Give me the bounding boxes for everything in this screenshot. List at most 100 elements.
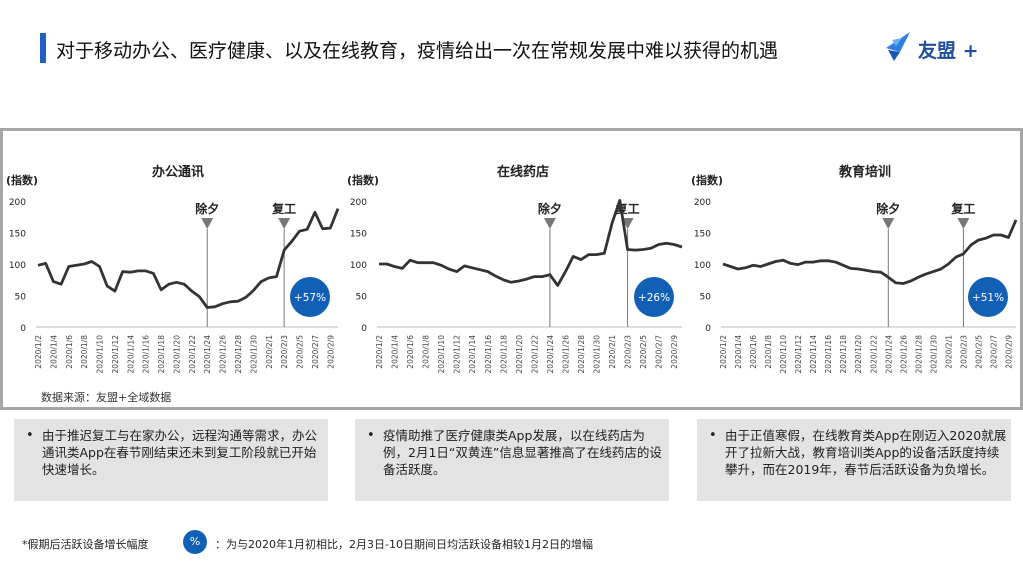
marker-triangle-icon (201, 218, 214, 229)
x-tick-label: 2020/1/22 (188, 335, 197, 374)
footnote-suffix: ：为与2020年1月初相比，2月3日-10日期间日均活跃设备相较1月2日的增幅 (215, 538, 593, 551)
x-tick-label: 2020/2/7 (989, 335, 998, 369)
marker-triangle-icon (621, 218, 634, 229)
x-tick-label: 2020/1/16 (142, 335, 151, 374)
growth-badge (968, 277, 1008, 317)
x-tick-label: 2020/1/10 (437, 335, 446, 374)
x-tick-label: 2020/1/16 (484, 335, 493, 374)
x-tick-label: 2020/1/30 (249, 335, 258, 374)
x-tick-label: 2020/1/2 (719, 335, 728, 369)
y-axis-label: (指数) (6, 173, 38, 187)
growth-badge-label: +26% (638, 292, 670, 304)
y-tick-label: 200 (694, 198, 711, 208)
x-tick-label: 2020/1/12 (453, 335, 462, 374)
x-tick-label: 2020/1/18 (157, 335, 166, 374)
umeng-logo: 友盟 + (884, 30, 1004, 64)
x-tick-label: 2020/2/7 (655, 335, 664, 369)
x-tick-label: 2020/1/8 (764, 335, 773, 369)
marker-label: 复工 (271, 201, 296, 216)
x-tick-label: 2020/1/28 (577, 335, 586, 374)
page-title: 对于移动办公、医疗健康、以及在线教育，疫情给出一次在常规发展中难以获得的机遇 (56, 40, 779, 62)
y-tick-label: 200 (350, 198, 367, 208)
note-box-education: • 由于正值寒假，在线教育类App在刚迈入2020就展开了拉新大战，教育培训类A… (697, 419, 1011, 501)
y-tick-label: 50 (700, 293, 712, 303)
x-tick-label: 2020/2/3 (280, 335, 289, 369)
x-tick-label: 2020/1/14 (126, 335, 135, 374)
x-tick-label: 2020/1/22 (530, 335, 539, 374)
marker-label: 除夕 (195, 201, 219, 216)
x-tick-label: 2020/2/5 (974, 335, 983, 369)
x-tick-label: 2020/1/20 (854, 335, 863, 374)
x-tick-label: 2020/1/4 (391, 335, 400, 369)
x-tick-label: 2020/1/18 (499, 335, 508, 374)
growth-badge-label: +57% (294, 292, 326, 304)
charts-svg: 办公通讯 (指数) 0 50 100 150 200 2020/1/2 2020/1/4 2020… (6, 164, 1018, 374)
x-tick-label: 2020/2/5 (296, 335, 305, 369)
title-accent-bar (40, 33, 46, 63)
y-tick-label: 0 (361, 324, 367, 334)
growth-badge (290, 277, 330, 317)
x-tick-label: 2020/1/14 (809, 335, 818, 374)
x-tick-label: 2020/2/3 (959, 335, 968, 369)
x-tick-label: 2020/1/6 (406, 335, 415, 369)
x-tick-label: 2020/1/24 (546, 335, 555, 374)
note-box-pharmacy: • 疫情助推了医疗健康类App发展，以在线药店为例，2月1日“双黄连”信息显著推… (355, 419, 669, 501)
y-axis-label: (指数) (691, 173, 723, 187)
x-tick-label: 2020/2/9 (326, 335, 335, 369)
y-tick-label: 0 (705, 324, 711, 334)
x-tick-label: 2020/1/26 (899, 335, 908, 374)
x-tick-label: 2020/1/2 (375, 335, 384, 369)
x-tick-label: 2020/1/8 (422, 335, 431, 369)
x-tick-label: 2020/1/30 (929, 335, 938, 374)
y-tick-label: 150 (694, 230, 711, 240)
y-tick-label: 50 (356, 293, 368, 303)
bullet: • (26, 428, 34, 443)
chart-title: 教育培训 (838, 164, 891, 180)
growth-badge-label: +51% (972, 292, 1004, 304)
y-tick-label: 150 (350, 230, 367, 240)
marker-triangle-icon (882, 218, 895, 229)
note-box-office: • 由于推迟复工与在家办公，远程沟通等需求，办公通讯类App在春节刚结束还未到复… (14, 419, 328, 501)
y-tick-label: 0 (20, 324, 26, 334)
chart-title: 办公通讯 (152, 164, 204, 180)
x-tick-label: 2020/1/16 (824, 335, 833, 374)
x-tick-label: 2020/2/1 (944, 335, 953, 369)
x-tick-label: 2020/1/6 (749, 335, 758, 369)
footnote-badge: % (183, 530, 207, 554)
marker-label: 除夕 (538, 201, 562, 216)
x-tick-label: 2020/1/26 (219, 335, 228, 374)
marker-label: 除夕 (876, 201, 900, 216)
series-line (379, 199, 683, 287)
x-tick-label: 2020/1/24 (203, 335, 212, 374)
marker-triangle-icon (543, 218, 556, 229)
y-tick-label: 150 (9, 230, 26, 240)
note-text: 疫情助推了医疗健康类App发展，以在线药店为例，2月1日“双黄连”信息显著推高了… (383, 428, 662, 477)
x-tick-label: 2020/2/7 (311, 335, 320, 369)
x-tick-label: 2020/1/6 (65, 335, 74, 369)
chart-title: 在线药店 (497, 164, 549, 180)
x-tick-label: 2020/1/28 (914, 335, 923, 374)
series-line (37, 208, 340, 309)
x-tick-label: 2020/1/12 (111, 335, 120, 374)
y-tick-label: 100 (350, 261, 367, 271)
y-axis-label: (指数) (347, 173, 379, 187)
x-tick-label: 2020/1/28 (234, 335, 243, 374)
note-text: 由于推迟复工与在家办公，远程沟通等需求，办公通讯类App在春节刚结束还未到复工阶… (42, 428, 318, 477)
x-tick-label: 2020/1/14 (468, 335, 477, 374)
x-tick-label: 2020/2/5 (639, 335, 648, 369)
x-tick-label: 2020/1/4 (49, 335, 58, 369)
x-tick-label: 2020/2/1 (608, 335, 617, 369)
x-tick-label: 2020/1/10 (96, 335, 105, 374)
note-text: 由于正值寒假，在线教育类App在刚迈入2020就展开了拉新大战，教育培训类App… (725, 428, 1007, 477)
x-tick-label: 2020/1/8 (80, 335, 89, 369)
y-tick-label: 200 (9, 198, 26, 208)
x-tick-label: 2020/1/24 (884, 335, 893, 374)
x-tick-label: 2020/1/10 (779, 335, 788, 374)
x-tick-label: 2020/1/2 (34, 335, 43, 369)
x-tick-label: 2020/2/3 (624, 335, 633, 369)
y-tick-label: 100 (9, 261, 26, 271)
x-tick-label: 2020/1/30 (593, 335, 602, 374)
growth-badge (634, 277, 674, 317)
x-tick-label: 2020/1/20 (515, 335, 524, 374)
logo-text: 友盟 + (918, 40, 979, 62)
